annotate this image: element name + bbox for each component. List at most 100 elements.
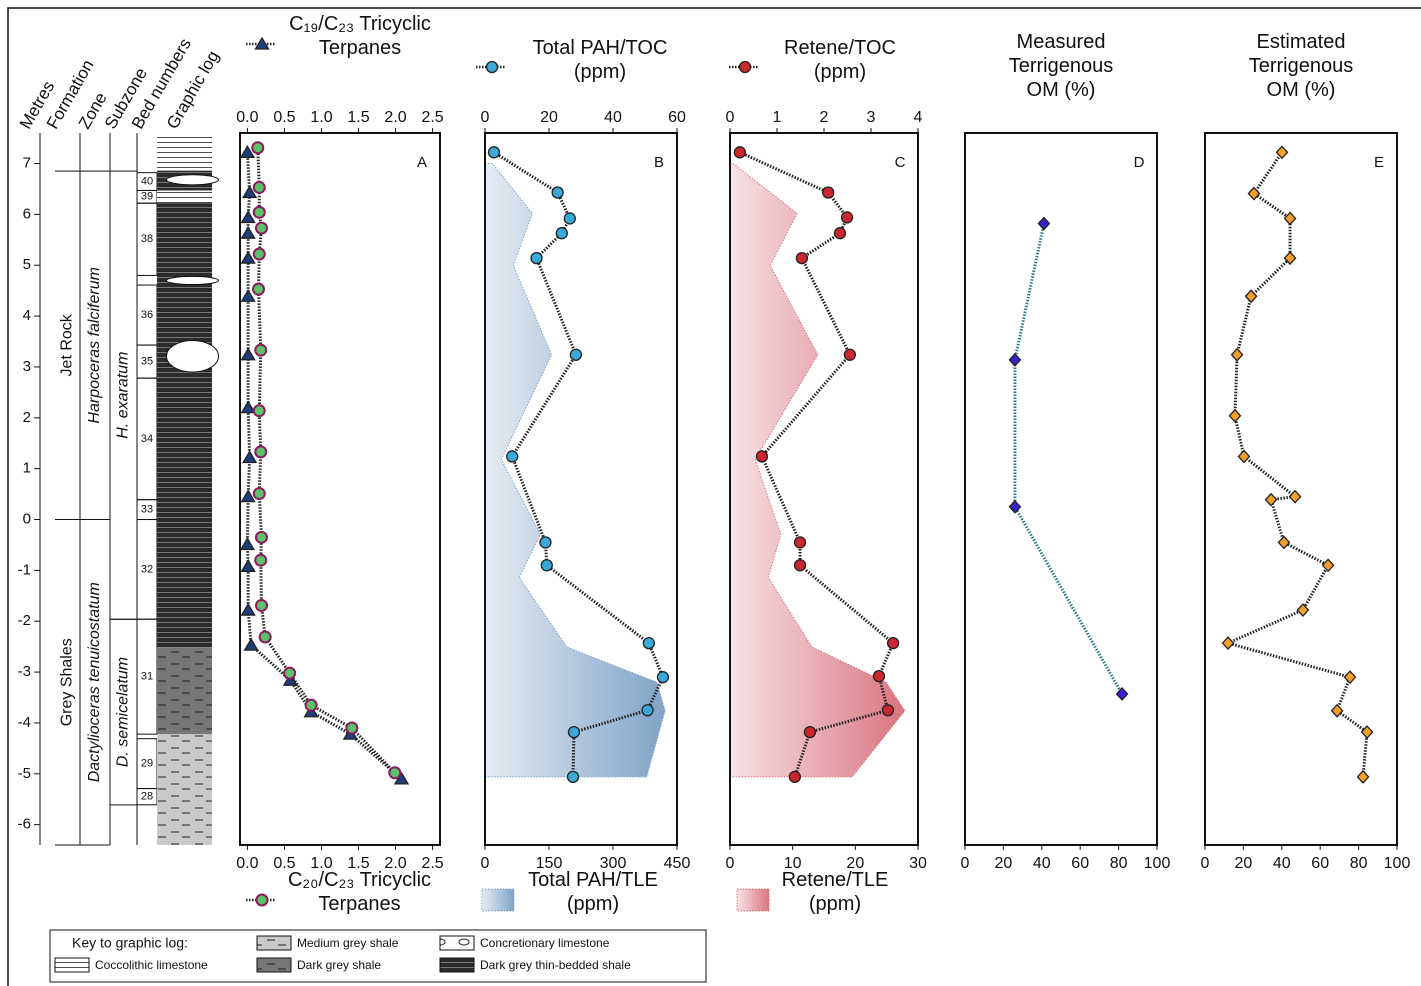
- marker: [254, 343, 268, 357]
- bed-label: 28: [141, 791, 153, 803]
- marker: [656, 671, 670, 684]
- marker: [239, 145, 256, 158]
- concretion: [166, 339, 219, 373]
- marker: [540, 559, 553, 572]
- area: [729, 163, 906, 778]
- bed-label: 35: [141, 356, 153, 368]
- marker: [803, 725, 817, 739]
- marker: [1275, 145, 1289, 160]
- profile-line: [245, 152, 403, 781]
- x-tick-label: 80: [1110, 855, 1128, 872]
- marker: [530, 251, 543, 265]
- x-tick-label: 0: [481, 109, 490, 126]
- y-tick-label: 7: [23, 154, 31, 171]
- marker: [388, 766, 402, 780]
- marker: [241, 450, 258, 464]
- y-tick-label: -5: [18, 765, 31, 782]
- subzone-label: H. exaratum: [115, 352, 132, 439]
- marker: [345, 721, 359, 735]
- marker: [833, 227, 847, 240]
- marker: [254, 221, 268, 235]
- legend-label: C₂₀/C₂₃ Tricyclic Terpanes: [287, 869, 432, 915]
- x-tick-label: 30: [909, 855, 927, 872]
- log-interval: [157, 203, 212, 648]
- marker: [258, 630, 272, 644]
- y-tick-label: 0: [23, 510, 31, 527]
- bed-label: 34: [141, 433, 153, 445]
- concretion: [166, 275, 219, 286]
- profile-line: [739, 150, 895, 778]
- marker: [252, 180, 266, 194]
- marker: [872, 670, 886, 683]
- x-tick-label: 100: [1144, 855, 1171, 872]
- marker: [539, 536, 552, 549]
- x-tick-label: 2: [820, 109, 829, 126]
- legend-swatch: [481, 888, 515, 912]
- x-tick-label: 100: [1384, 855, 1411, 872]
- bed-label: 32: [141, 563, 153, 575]
- x-tick-label: 60: [668, 109, 686, 126]
- y-tick-label: -4: [18, 714, 31, 731]
- x-tick-label: 0: [961, 855, 970, 872]
- x-tick-label: 1.0: [310, 109, 332, 126]
- log-interval: [157, 647, 212, 735]
- bed-label: 31: [141, 671, 153, 683]
- marker: [1360, 725, 1374, 740]
- frame: [7, 7, 1421, 986]
- panel-letter: D: [1134, 154, 1145, 171]
- legend-label: Total PAH/TOC (ppm): [532, 37, 668, 83]
- marker: [252, 487, 266, 501]
- area: [484, 163, 666, 778]
- x-tick-label: 3: [867, 109, 876, 126]
- x-tick-label: 0: [726, 109, 735, 126]
- x-tick-label: 1.5: [347, 109, 369, 126]
- legend-label: Retene/TOC (ppm): [784, 37, 896, 83]
- panel-letter: E: [1374, 154, 1384, 171]
- x-tick-label: 450: [664, 855, 691, 872]
- marker: [886, 636, 900, 650]
- marker: [822, 186, 835, 199]
- bed-label: 29: [141, 758, 153, 770]
- marker: [1008, 352, 1022, 367]
- marker: [1230, 347, 1244, 362]
- marker: [251, 141, 265, 155]
- zone-label: Harpoceras falciferum: [86, 267, 103, 424]
- marker: [240, 347, 256, 361]
- panel-frame: [1204, 132, 1398, 846]
- marker: [793, 559, 807, 572]
- panel-frame: [964, 132, 1158, 846]
- marker: [567, 725, 581, 739]
- x-tick-label: 60: [1311, 855, 1329, 872]
- panel-frame: [484, 132, 678, 846]
- marker: [1244, 289, 1258, 304]
- marker: [252, 247, 266, 261]
- marker: [840, 211, 854, 224]
- key-title: Key to graphic log:: [72, 935, 188, 951]
- marker: [642, 636, 655, 650]
- y-tick-label: 2: [23, 409, 31, 426]
- profile-line: [1223, 151, 1369, 777]
- marker: [1288, 489, 1302, 504]
- key-label: Dark grey shale: [297, 958, 381, 972]
- marker: [254, 553, 268, 567]
- x-tick-label: 20: [540, 109, 558, 126]
- marker: [1237, 449, 1251, 464]
- marker: [788, 770, 802, 784]
- marker: [1283, 251, 1297, 266]
- x-tick-label: 1.0: [310, 855, 332, 872]
- subzone-label: D. semicelatum: [115, 657, 132, 767]
- marker: [252, 205, 266, 219]
- key-label: Coccolithic limestone: [95, 958, 208, 972]
- marker: [793, 536, 807, 549]
- marker: [1115, 686, 1129, 701]
- profile-line: [256, 147, 396, 774]
- marker: [569, 348, 583, 361]
- legend-label: Total PAH/TLE (ppm): [528, 869, 658, 915]
- marker: [551, 186, 564, 199]
- legend-marker: [485, 60, 499, 74]
- marker: [239, 537, 256, 551]
- y-tick-label: -2: [18, 612, 31, 629]
- x-tick-label: 2.5: [421, 109, 443, 126]
- marker: [1277, 535, 1291, 550]
